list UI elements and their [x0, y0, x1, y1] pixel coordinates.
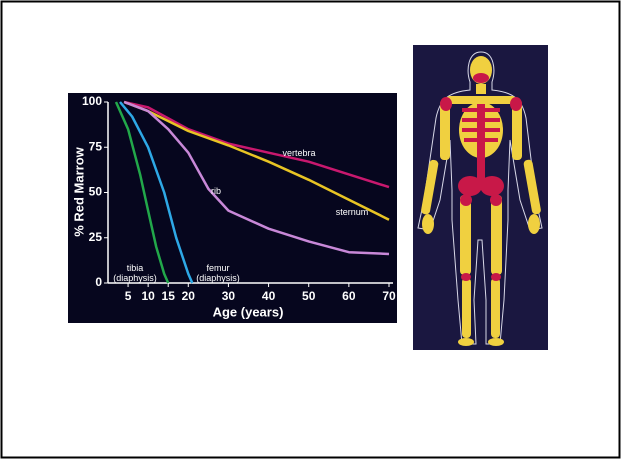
x-tick-label: 50 [302, 289, 316, 303]
y-tick-label: 75 [89, 139, 103, 153]
x-tick-label: 60 [342, 289, 356, 303]
x-tick-label: 5 [125, 289, 132, 303]
x-tick-label: 40 [262, 289, 276, 303]
x-tick-label: 70 [382, 289, 396, 303]
series-label: sternum [324, 207, 380, 217]
slide: Age (years) % Red Marrow 0 25 50 75 100 5 10 15… [0, 0, 621, 459]
series-label: femur (diaphysis) [190, 263, 246, 283]
y-tick-label: 50 [89, 185, 103, 199]
x-tick-label: 30 [222, 289, 236, 303]
y-tick-label: 0 [95, 275, 102, 289]
skeleton-image [413, 45, 548, 350]
y-axis-title: % Red Marrow [71, 146, 86, 236]
x-tick-label: 15 [162, 289, 176, 303]
series-label: rib [188, 186, 244, 196]
x-tick-label: 10 [141, 289, 155, 303]
series-label: tibia (diaphysis) [107, 263, 163, 283]
page: {"chart_data": {"type": "line", "xlabel"… [0, 0, 621, 459]
y-tick-label: 100 [82, 94, 102, 108]
x-tick-label: 20 [182, 289, 196, 303]
series-label: vertebra [271, 148, 327, 158]
y-tick-label: 25 [89, 230, 103, 244]
x-axis-title: Age (years) [213, 304, 284, 319]
